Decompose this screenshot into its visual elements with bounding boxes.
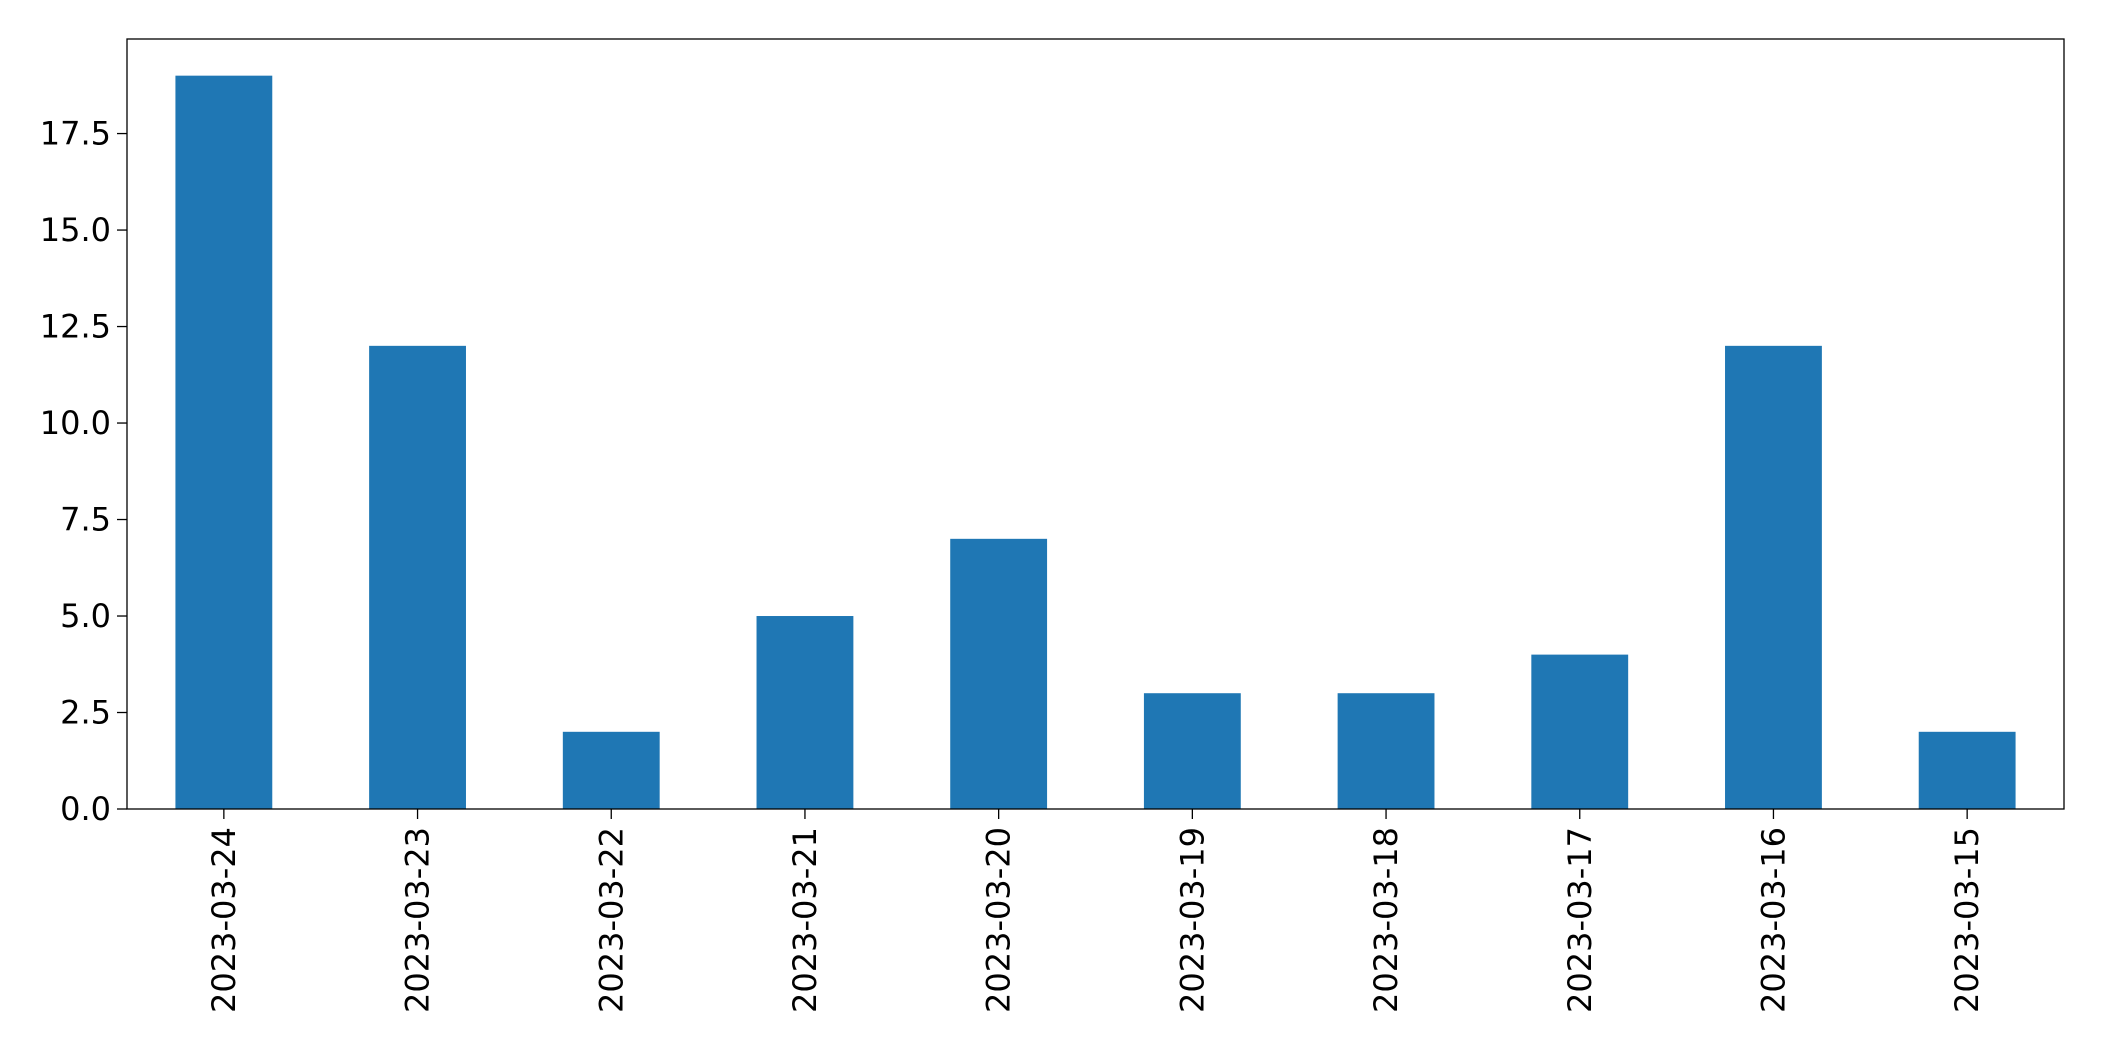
x-tick-label: 2023-03-17 — [1561, 827, 1599, 1013]
y-tick-label: 7.5 — [60, 501, 111, 539]
x-tick-label: 2023-03-22 — [592, 827, 630, 1013]
x-tick-label: 2023-03-24 — [205, 827, 243, 1013]
x-tick-label: 2023-03-23 — [399, 827, 437, 1013]
plot-frame — [126, 38, 2065, 810]
bar — [950, 538, 1048, 809]
bar — [1143, 693, 1241, 809]
bar — [1725, 345, 1822, 809]
bar — [756, 616, 854, 809]
bar — [1918, 731, 2016, 809]
y-tick-label: 5.0 — [60, 597, 111, 635]
bar — [175, 75, 273, 809]
x-tick-label: 2023-03-16 — [1754, 827, 1792, 1013]
y-tick-label: 17.5 — [40, 115, 111, 153]
y-tick-label: 12.5 — [40, 308, 111, 346]
bar — [369, 345, 466, 809]
bar — [562, 731, 660, 809]
y-tick-label: 10.0 — [40, 404, 111, 442]
bar — [1337, 693, 1435, 809]
y-tick-label: 0.0 — [60, 790, 111, 828]
y-tick-label: 2.5 — [60, 694, 111, 732]
x-tick-label: 2023-03-21 — [786, 827, 824, 1013]
x-tick-label: 2023-03-18 — [1367, 827, 1405, 1013]
x-tick-label: 2023-03-19 — [1173, 827, 1211, 1013]
x-tick-label: 2023-03-20 — [980, 827, 1018, 1013]
x-tick-label: 2023-03-15 — [1948, 827, 1986, 1013]
y-tick-label: 15.0 — [40, 211, 111, 249]
bar — [1531, 654, 1629, 809]
